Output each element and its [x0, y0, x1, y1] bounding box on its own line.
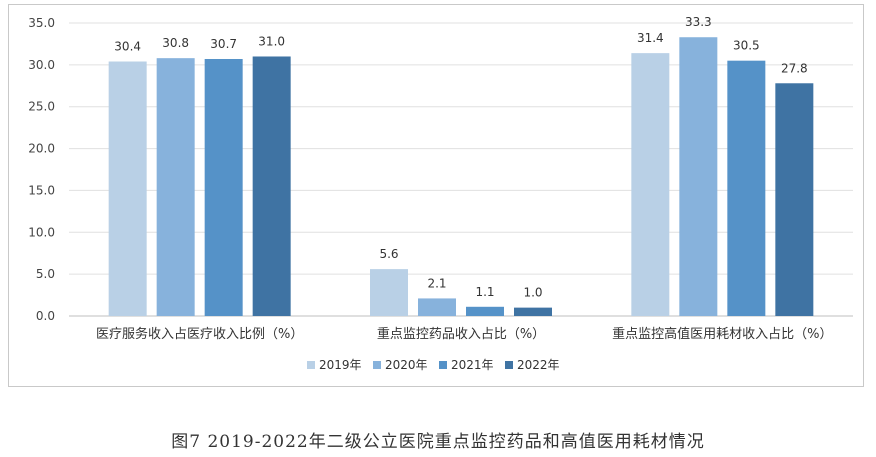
data-label: 27.8	[781, 61, 808, 75]
bar	[204, 58, 243, 317]
legend-swatch	[505, 361, 513, 369]
bar	[775, 83, 814, 316]
bar	[252, 56, 291, 316]
bar	[727, 60, 766, 316]
data-label: 1.0	[523, 286, 542, 300]
bar-chart: 0.05.010.015.020.025.030.035.0 30.4 30.8 3…	[28, 15, 853, 372]
legend-swatch	[307, 361, 315, 369]
y-tick-label: 25.0	[28, 100, 55, 114]
data-label: 30.8	[162, 36, 189, 50]
y-tick-label: 35.0	[28, 16, 55, 30]
legend-swatch	[439, 361, 447, 369]
legend-swatch	[373, 361, 381, 369]
chart-frame: 0.0 5.0 10.0 15.0 20.0 25.0 30.0 35.0 30.4 30.8 3…	[8, 4, 864, 387]
legend-label: 2022年	[517, 358, 560, 372]
data-label: 30.4	[114, 40, 141, 54]
figure-caption: 图7 2019-2022年二级公立医院重点监控药品和高值医用耗材情况	[171, 432, 705, 452]
data-labels: 30.4 30.8 30.7 31.0 5.6 2.1 1.1 1.0 31.4 33.3 30.5…	[114, 15, 807, 299]
category-label: 重点监控高值医用耗材收入占比（%）	[612, 326, 832, 342]
data-label: 31.0	[258, 34, 285, 48]
data-label: 31.4	[637, 31, 664, 45]
bar	[514, 307, 552, 316]
legend-label: 2019年	[319, 358, 362, 372]
bar	[679, 37, 718, 316]
bars	[108, 37, 814, 317]
data-label: 1.1	[475, 285, 494, 299]
y-tick-label: 10.0	[28, 225, 55, 239]
bar	[370, 269, 408, 316]
y-axis-ticks: 0.0 5.0 10.0 15.0 20.0 25.0 30.0 35.0	[28, 16, 55, 323]
category-labels: 医疗服务收入占医疗收入比例（%） 重点监控药品收入占比（%） 重点监控高值医用耗材收…	[96, 326, 833, 342]
bar	[631, 53, 670, 316]
data-label: 2.1	[427, 276, 446, 290]
legend: 2019年 2020年 2021年 2022年	[307, 358, 560, 372]
grid-lines	[69, 22, 853, 317]
bar	[156, 58, 195, 316]
bar	[418, 298, 456, 316]
y-tick-label: 20.0	[28, 142, 55, 156]
bar	[108, 61, 147, 316]
category-label: 医疗服务收入占医疗收入比例（%）	[96, 326, 303, 342]
data-label: 30.7	[210, 37, 237, 51]
legend-label: 2021年	[451, 358, 494, 372]
y-tick-label: 15.0	[28, 183, 55, 197]
bar	[466, 306, 504, 316]
legend-label: 2020年	[385, 358, 428, 372]
data-label: 5.6	[379, 247, 398, 261]
y-tick-label: 30.0	[28, 58, 55, 72]
y-tick-label: 5.0	[36, 267, 55, 281]
y-tick-label: 0.0	[36, 309, 55, 323]
data-label: 33.3	[685, 15, 712, 29]
category-label: 重点监控药品收入占比（%）	[377, 326, 545, 342]
data-label: 30.5	[733, 39, 760, 53]
